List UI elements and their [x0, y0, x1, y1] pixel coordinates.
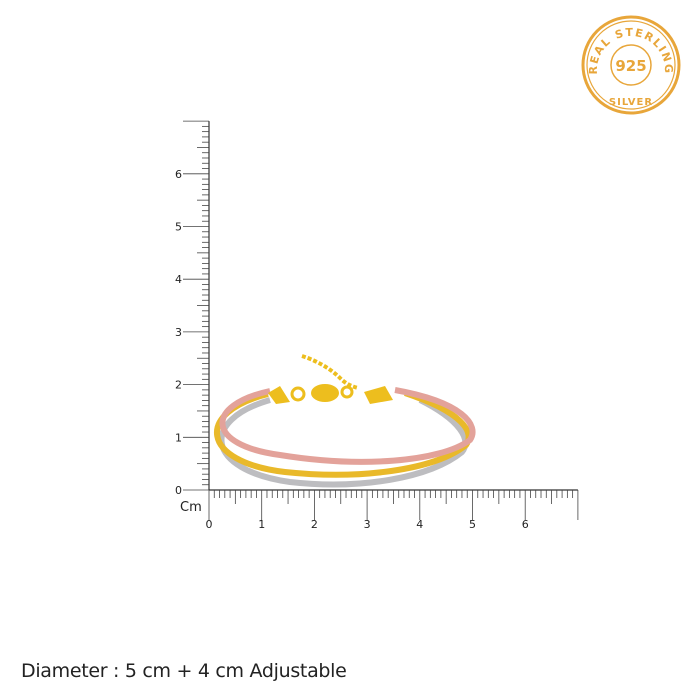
- y-tick-label: 5: [175, 221, 182, 234]
- x-tick-label: 5: [469, 518, 476, 531]
- y-tick-label: 0: [175, 484, 182, 497]
- y-tick-label: 3: [175, 326, 182, 339]
- left-end-cap: [268, 386, 290, 404]
- x-tick-label: 4: [416, 518, 423, 531]
- rose-strand: [219, 387, 476, 465]
- diameter-caption: Diameter : 5 cm + 4 cm Adjustable: [21, 660, 347, 682]
- stamp-center-text: 925: [615, 57, 646, 75]
- y-tick-label: 4: [175, 273, 182, 286]
- x-tick-label: 3: [364, 518, 371, 531]
- unit-label: Cm: [180, 500, 202, 515]
- x-tick-label: 0: [206, 518, 213, 531]
- lobster-clasp: [311, 384, 339, 402]
- stamp-bottom-text: SILVER: [609, 97, 653, 108]
- x-tick-label: 2: [311, 518, 318, 531]
- bracelet-image: [213, 354, 476, 488]
- y-tick-label: 1: [175, 431, 182, 444]
- right-end-cap: [364, 386, 393, 404]
- sterling-stamp: REAL STERLING 925 SILVER: [581, 15, 681, 115]
- x-tick-label: 1: [258, 518, 265, 531]
- jump-ring: [290, 386, 306, 402]
- extender-chain: [301, 354, 359, 390]
- y-tick-label: 2: [175, 379, 182, 392]
- chain-ring: [340, 385, 354, 399]
- ruler: 0 1 2 3 4 5 6 0 1 2 3 4 5 6: [175, 120, 579, 531]
- x-tick-label: 6: [522, 518, 529, 531]
- gold-strand: [213, 390, 472, 478]
- silver-strand: [218, 397, 469, 488]
- y-tick-label: 6: [175, 168, 182, 181]
